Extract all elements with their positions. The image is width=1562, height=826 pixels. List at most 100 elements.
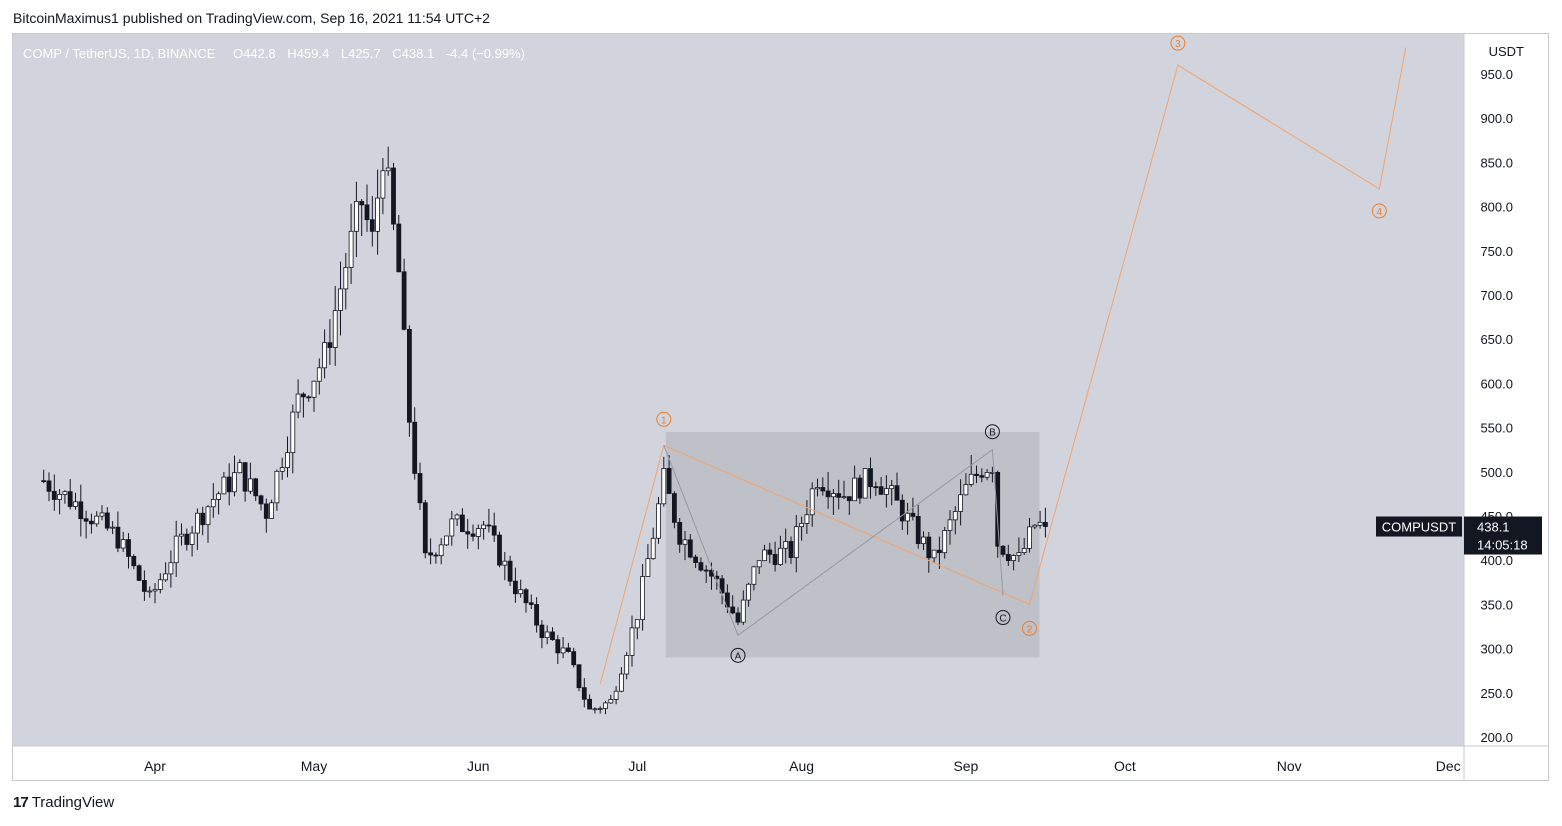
candle-bull: [295, 393, 301, 413]
time-axis-tick: Jun: [467, 758, 490, 774]
candle-bear: [422, 502, 428, 554]
candle-bull: [216, 493, 222, 500]
candle-bull: [285, 452, 290, 468]
candle-bear: [555, 639, 561, 654]
candle-bull: [841, 496, 847, 499]
candle-bull: [762, 549, 767, 562]
candle-bull: [247, 478, 253, 492]
candle-bull: [438, 544, 444, 557]
candle-bear: [417, 473, 423, 504]
candle-bull: [968, 473, 974, 485]
candle-bear: [412, 421, 418, 474]
candle-bull: [189, 532, 195, 545]
price-axis-tick: 250.0: [1480, 686, 1513, 701]
time-axis-tick: Apr: [144, 758, 166, 774]
candle-bear: [550, 631, 555, 641]
candle-bear: [300, 393, 306, 398]
candle-bull: [640, 576, 645, 620]
candle-bear: [523, 589, 529, 604]
abc-label-circle: [984, 424, 1000, 440]
candle-bull: [322, 342, 328, 369]
candle-bear: [131, 556, 137, 567]
candle-bear: [200, 512, 206, 526]
candle-bear: [698, 562, 704, 571]
price-axis-tick: 200.0: [1480, 730, 1513, 745]
candle-bear: [703, 569, 709, 572]
candle-bear: [868, 468, 873, 488]
candle-bear: [359, 201, 365, 206]
candle-bull: [179, 533, 184, 537]
candle-bear: [401, 271, 407, 330]
candle-bear: [507, 560, 513, 582]
candle-bear: [459, 514, 465, 533]
time-axis-tick: Aug: [789, 758, 814, 774]
abc-label: C: [999, 614, 1006, 625]
candle-bull: [62, 491, 68, 495]
candle-bull: [449, 518, 455, 537]
candle-bear: [899, 499, 905, 522]
legend-open-label: O: [233, 46, 243, 61]
legend-open: 442.8: [243, 46, 276, 61]
price-axis-tick: 300.0: [1480, 642, 1513, 657]
price-tag-symbol: COMPUSDT: [1382, 520, 1456, 535]
time-axis-tick: Oct: [1114, 758, 1136, 774]
candle-bear: [253, 478, 259, 497]
candle-bear: [719, 578, 725, 594]
candle-bull: [173, 535, 179, 564]
candle-bull: [778, 547, 783, 565]
candle-bull: [481, 524, 487, 530]
candle-bear: [714, 575, 720, 580]
candle-bear: [974, 473, 979, 476]
candle-bull: [163, 573, 169, 581]
legend-change: -4.4 (−0.99%): [446, 46, 525, 61]
candle-bull: [99, 512, 105, 517]
candle-bear: [242, 462, 248, 492]
candle-bull: [746, 583, 751, 601]
legend-ohlc: O442.8 H459.4 L425.7 C438.1 -4.4 (−0.99%…: [233, 46, 525, 61]
candle-bull: [205, 506, 211, 526]
candle-bull: [740, 599, 746, 623]
candle-bear: [306, 396, 312, 399]
candle-bear: [730, 606, 736, 614]
legend-close-label: C: [392, 46, 401, 61]
candle-bull: [804, 514, 810, 524]
candle-bear: [528, 602, 534, 605]
consolidation-box: [665, 432, 1040, 658]
candle-bear: [115, 526, 121, 549]
candle-bear: [915, 516, 921, 545]
candle-bull: [475, 528, 481, 537]
price-tag-symbol-bg: [1376, 516, 1462, 537]
price-axis-tick: 700.0: [1480, 288, 1513, 303]
time-axis-tick: Dec: [1436, 758, 1461, 774]
price-axis-tick: 850.0: [1480, 155, 1513, 170]
candle-bear: [873, 486, 879, 489]
candle-bear: [369, 219, 375, 232]
candle-bull: [110, 526, 115, 529]
price-axis-tick: 950.0: [1480, 67, 1513, 82]
wave-label-circle: [1022, 620, 1037, 636]
candle-bear: [406, 328, 412, 423]
candle-bear: [104, 512, 110, 529]
candle-bull: [603, 702, 608, 709]
time-axis-tick: Sep: [953, 758, 978, 774]
wave-label: 3: [1175, 39, 1181, 50]
candle-bull: [751, 566, 757, 585]
candle-bull: [454, 514, 460, 520]
legend-high: 459.4: [297, 46, 330, 61]
candle-bull: [152, 589, 158, 592]
candle-bear: [46, 480, 52, 492]
candle-bull: [815, 487, 820, 490]
candle-bull: [375, 197, 381, 232]
candle-bear: [184, 533, 190, 545]
price-axis-tick: 550.0: [1480, 421, 1513, 436]
candle-bear: [539, 624, 545, 639]
candle-bull: [232, 472, 237, 493]
candle-bull: [682, 539, 688, 545]
candle-bull: [592, 708, 598, 711]
time-axis-tick: May: [301, 758, 327, 774]
abc-label-circle: [995, 610, 1011, 626]
tradingview-logo[interactable]: 17 TradingView: [13, 794, 114, 811]
candle-bear: [89, 520, 94, 525]
candle-bull: [560, 647, 566, 654]
